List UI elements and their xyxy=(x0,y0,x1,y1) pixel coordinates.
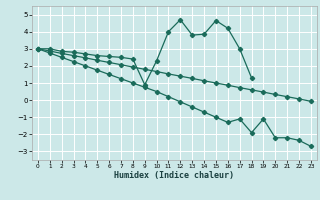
X-axis label: Humidex (Indice chaleur): Humidex (Indice chaleur) xyxy=(115,171,234,180)
